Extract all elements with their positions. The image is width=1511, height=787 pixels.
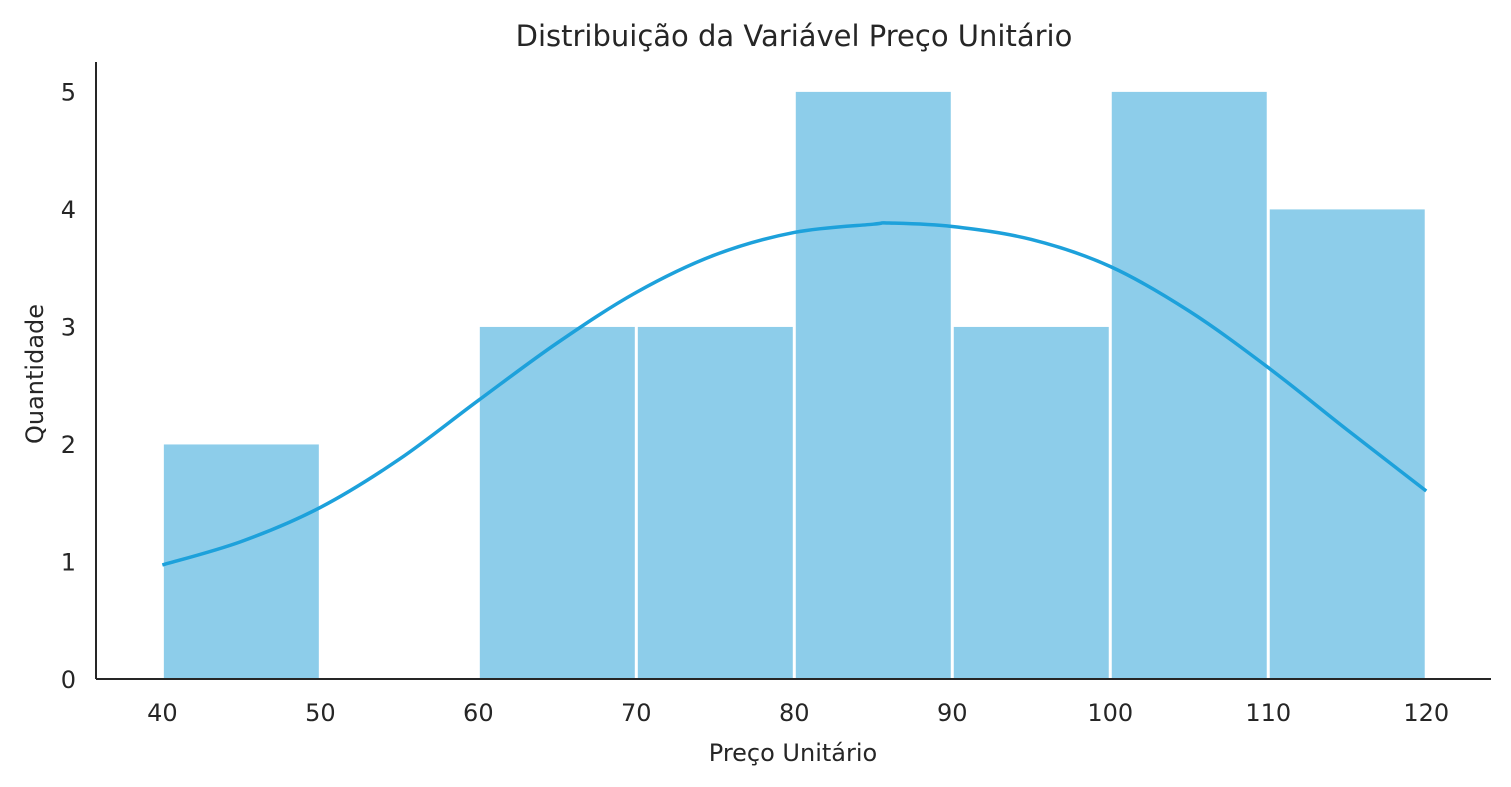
- kde-line: [161, 221, 1428, 567]
- histogram-bar: [1110, 90, 1268, 680]
- y-tick-label: 4: [61, 196, 76, 224]
- y-tick-label: 2: [61, 431, 76, 459]
- y-tick-label: 5: [61, 78, 76, 106]
- bars-group: [162, 90, 1426, 680]
- x-tick-label: 100: [1087, 699, 1133, 727]
- y-tick-label: 3: [61, 313, 76, 341]
- histogram-bar: [952, 325, 1110, 680]
- x-tick-label: 110: [1245, 699, 1291, 727]
- x-ticks: 40 50 60 70 80 90 100 110 120: [147, 699, 1449, 727]
- histogram-bar: [1268, 208, 1426, 680]
- y-tick-label: 1: [61, 548, 76, 576]
- histogram-bar: [162, 443, 320, 680]
- x-tick-label: 60: [463, 699, 494, 727]
- y-tick-label: 0: [61, 666, 76, 694]
- histogram-bar: [636, 325, 794, 680]
- x-tick-label: 80: [779, 699, 810, 727]
- y-ticks: 0 1 2 3 4 5: [61, 78, 76, 694]
- histogram-bar: [478, 325, 636, 680]
- x-tick-label: 90: [937, 699, 968, 727]
- x-tick-label: 50: [305, 699, 336, 727]
- histogram-bar: [794, 90, 952, 680]
- chart-title: Distribuição da Variável Preço Unitário: [516, 19, 1073, 53]
- y-axis-label: Quantidade: [21, 304, 49, 444]
- x-tick-label: 120: [1403, 699, 1449, 727]
- x-tick-label: 40: [147, 699, 178, 727]
- x-tick-label: 70: [621, 699, 652, 727]
- x-axis-label: Preço Unitário: [709, 739, 877, 767]
